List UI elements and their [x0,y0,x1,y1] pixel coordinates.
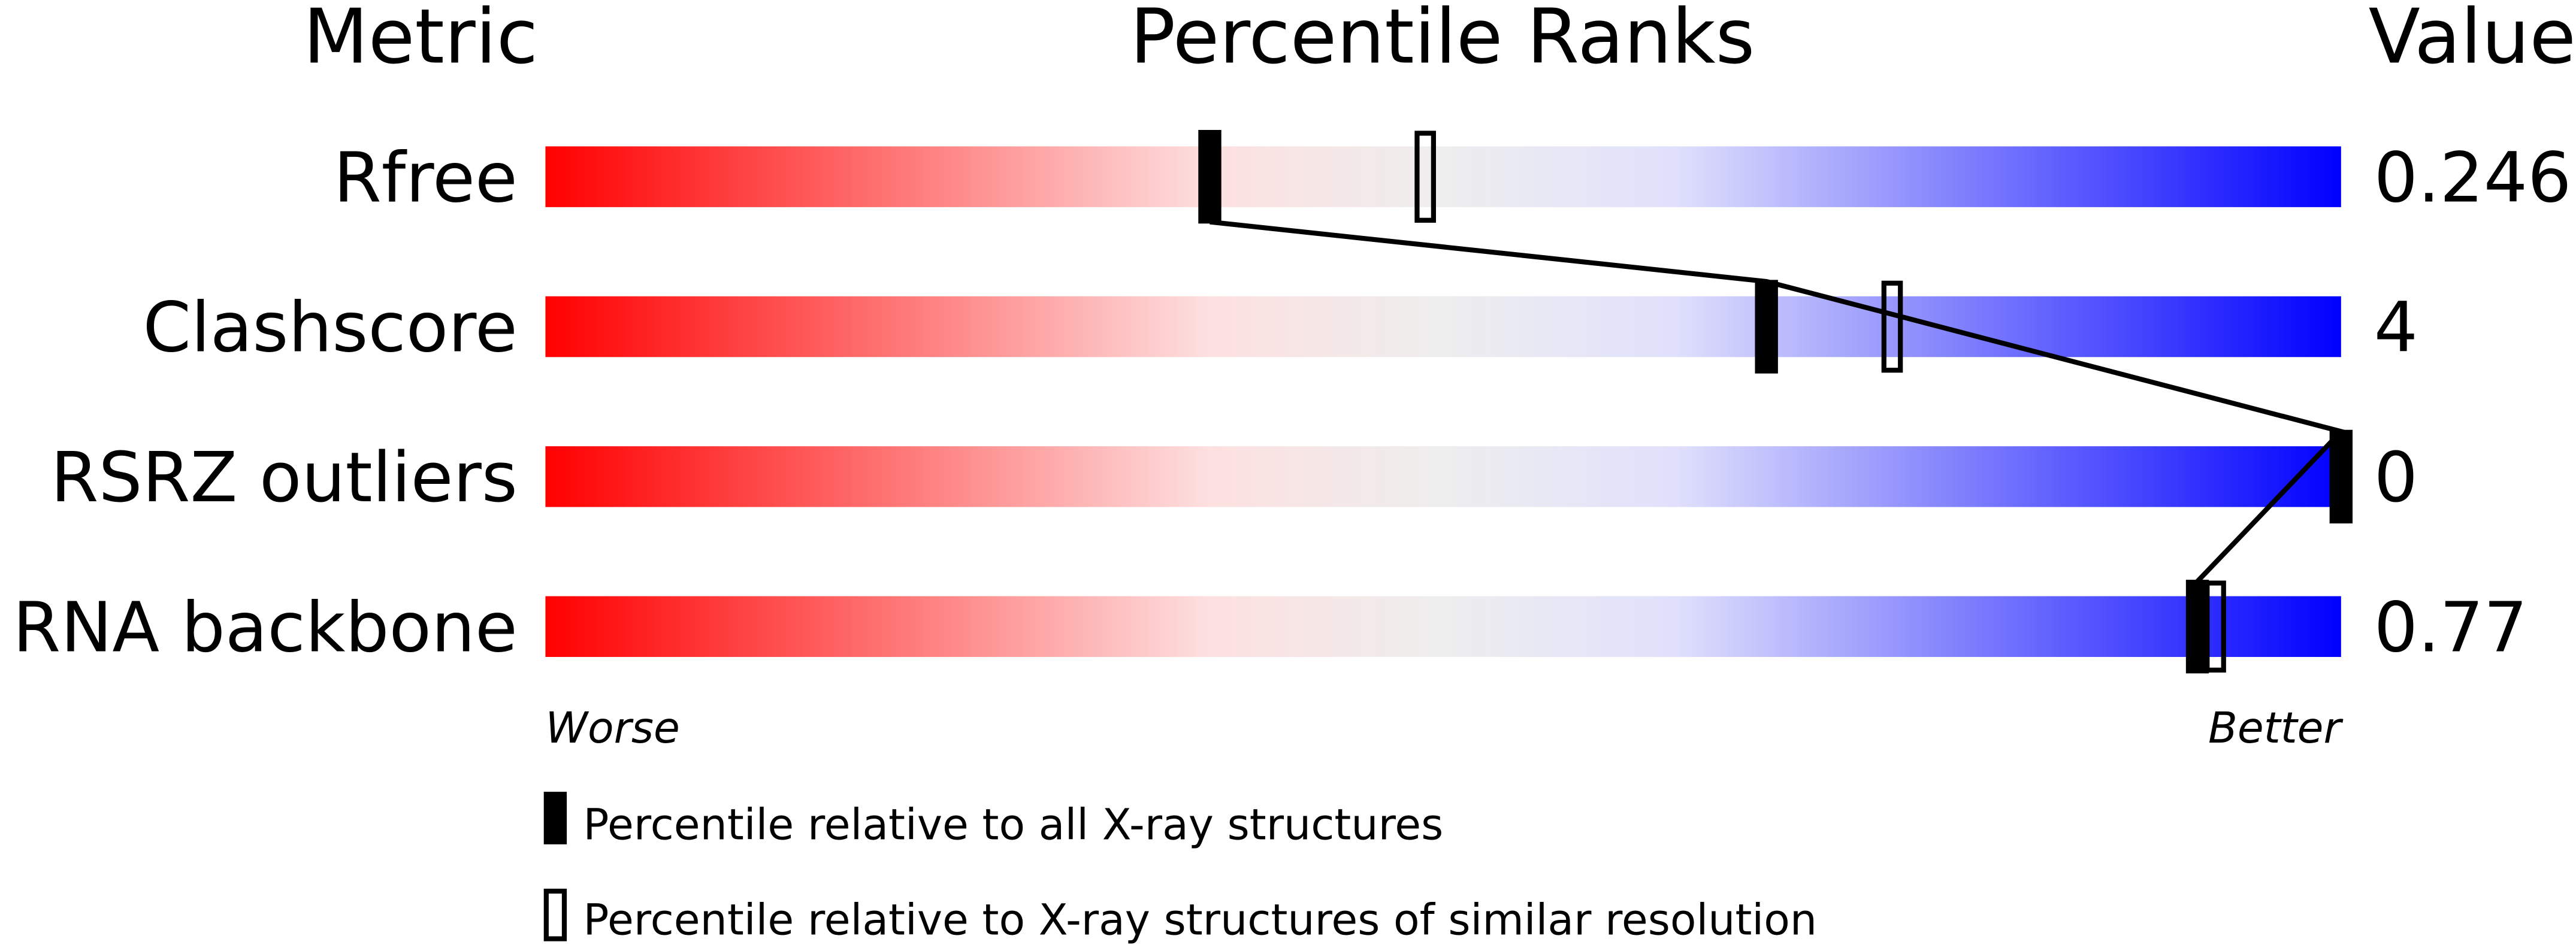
marker-all-structures [2185,580,2209,674]
percentile-bar [545,446,2341,507]
percentile-bar [545,296,2341,358]
header-value: Value [2369,0,2576,81]
legend-all: Percentile relative to all X-ray structu… [583,800,1444,850]
marker-all-structures [2329,429,2353,524]
metric-label: RSRZ outliers [50,438,517,518]
legend-filled-marker-icon [543,792,567,844]
marker-similar-resolution [1414,131,1437,223]
metric-label: Clashscore [143,288,517,368]
worse-label: Worse [545,703,679,753]
header-percentile-ranks: Percentile Ranks [1130,0,1755,81]
metric-value: 4 [2374,288,2418,368]
percentile-bar [545,146,2341,207]
metric-value: 0.77 [2374,587,2527,668]
legend-open-marker-icon [543,888,567,941]
metric-label: RNA backbone [13,587,518,668]
percentile-bar [545,596,2341,657]
legend-similar: Percentile relative to X-ray structures … [583,895,1817,945]
better-label: Better [2208,703,2344,753]
header-metric: Metric [303,0,538,81]
connector-line [1210,219,2346,583]
metric-value: 0.246 [2374,138,2572,218]
marker-all-structures [1755,280,1778,374]
metric-label: Rfree [334,138,518,218]
marker-all-structures [1198,129,1222,224]
marker-similar-resolution [1881,280,1903,373]
metric-value: 0 [2374,438,2418,518]
